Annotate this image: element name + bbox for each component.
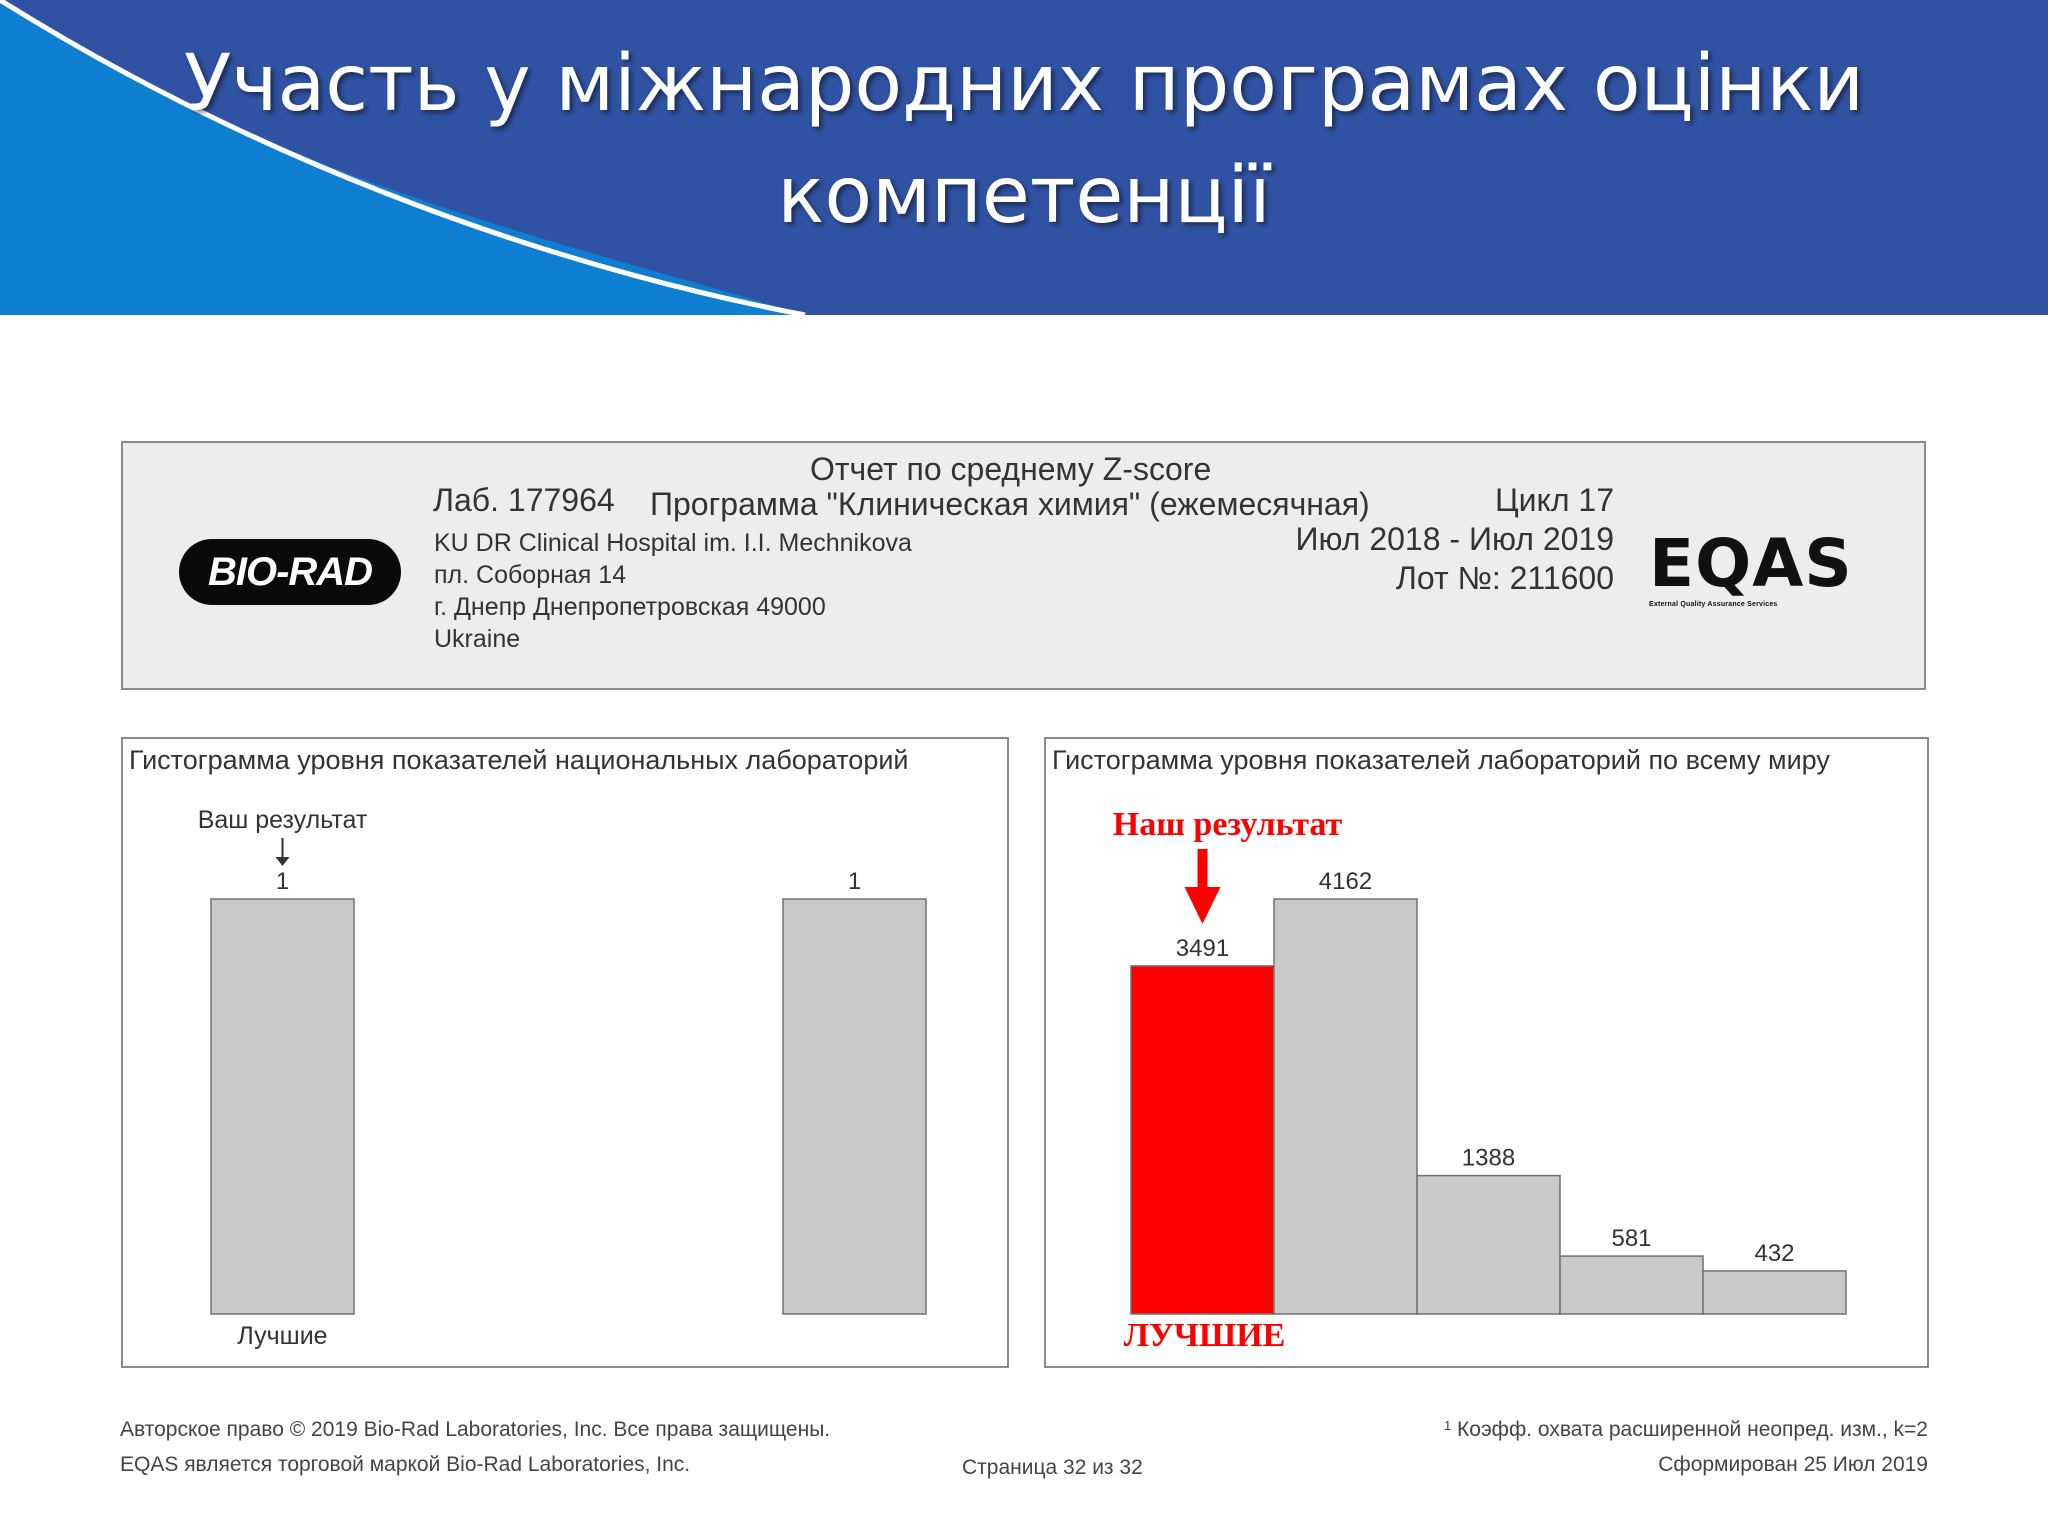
cycle-number: Цикл 17 [1494,482,1614,518]
generated-date: Сформирован 25 Июл 2019 [1658,1453,1928,1476]
address-line: г. Днепр Днепропетровская 49000 [434,593,826,621]
bar [1416,1174,1561,1315]
footnote-text: Коэфф. охвата расширенной неопред. изм.,… [1451,1418,1928,1441]
bar-value-label: 1 [848,868,861,895]
bar-value-label: 3491 [1176,935,1229,962]
bar [1559,1255,1704,1315]
national-histogram: 1 1 Ваш результат Лучшие [198,806,927,1350]
report-period: Июл 2018 - Июл 2019 [1295,521,1614,557]
biorad-logo: BIO-RAD [179,539,401,605]
down-arrow-icon [1184,887,1221,924]
bar-value-label: 432 [1754,1240,1794,1267]
slide-title: Участь у міжнародних програмах оцінки ко… [183,39,1865,241]
your-result-annotation: Ваш результат [198,806,368,834]
lab-number: Лаб. 177964 [433,482,615,518]
bar-value-label: 4162 [1319,868,1372,895]
footnote-mark: 1 [1443,1418,1452,1433]
world-histogram: 3491 4162 1388 581 432 Наш результат ЛУЧШИЕ [1113,806,1847,1354]
bar [782,898,927,1315]
lot-number: Лот №: 211600 [1395,560,1614,596]
address-line: Ukraine [434,625,521,653]
best-label: Лучшие [237,1322,327,1350]
page-number: Страница 32 из 32 [962,1456,1143,1479]
bar [1702,1270,1847,1315]
program-name: Программа "Клиническая химия" (ежемесячн… [650,486,1370,522]
address-line: пл. Соборная 14 [434,561,627,589]
our-result-annotation: Наш результат [1113,806,1343,843]
chart-title: Гистограмма уровня показателей лаборатор… [1052,745,1830,775]
bar [210,898,355,1315]
title-banner [0,0,2048,315]
bar-value-label: 581 [1611,1225,1651,1252]
footnote: 1 Коэфф. охвата расширенной неопред. изм… [1444,1418,1928,1442]
down-arrow-icon [275,857,290,866]
copyright-text: Авторское право © 2019 Bio-Rad Laborator… [120,1418,831,1441]
report-header: BIO-RAD Отчет по среднему Z-score Лаб. 1… [121,441,1926,690]
report-title: Отчет по среднему Z-score [810,451,1212,487]
banner-swoosh [0,0,805,315]
our-result-arrow [1197,849,1208,889]
trademark-text: EQAS является торговой маркой Bio-Rad La… [120,1453,691,1476]
world-histogram-panel: Гистограмма уровня показателей лаборатор… [1044,737,1929,1368]
eqas-logo-word: EQAS [1649,525,1853,602]
best-label: ЛУЧШИЕ [1124,1317,1286,1354]
bar [1130,965,1275,1315]
chart-title: Гистограмма уровня показателей националь… [129,745,909,775]
address-line: KU DR Clinical Hospital im. I.I. Mechnik… [434,529,912,557]
bar-value-label: 1388 [1462,1145,1515,1172]
eqas-logo: EQAS External Quality Assurance Services [1649,525,1853,609]
bar-value-label: 1 [276,868,289,895]
national-histogram-panel: Гистограмма уровня показателей националь… [121,737,1009,1368]
banner-swoosh-highlight [0,0,806,315]
eqas-logo-subtitle: External Quality Assurance Services [1649,601,1778,608]
bar [1273,898,1418,1315]
